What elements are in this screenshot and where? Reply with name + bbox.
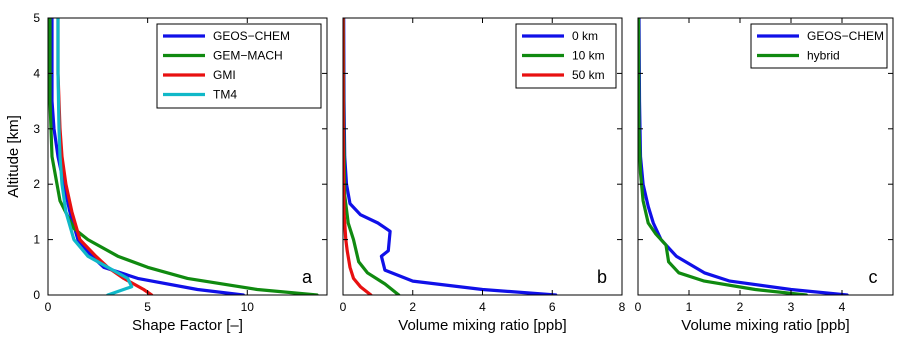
series-line (638, 18, 808, 295)
x-tick-label: 0 (635, 300, 642, 314)
x-tick-label: 0 (45, 300, 52, 314)
chart-panel-c: 0 1 2 3 4 Volume mixing ratio [ppb] c GEOS−CHEM… (635, 17, 894, 334)
x-tick-label: 4 (839, 300, 846, 314)
chart-panel-b: 0 2 4 6 8 Volume mixing ratio [ppb] b 0 km 10 km… (340, 17, 626, 334)
chart-panel-a: 0 5 10 0 1 2 3 4 5 Shape Factor [–] Altitude [km] a… (5, 11, 328, 334)
legend-label: TM4 (213, 88, 237, 102)
panel-letter: a (302, 267, 313, 287)
x-tick-label: 5 (144, 300, 151, 314)
x-tick-label: 2 (409, 300, 416, 314)
x-tick-label: 1 (686, 300, 693, 314)
legend-label: GEOS−CHEM (807, 29, 884, 43)
legend-box (750, 23, 888, 69)
legend: GEOS−CHEM GEM−MACH GMI TM4 (156, 23, 322, 109)
x-tick-label: 10 (241, 300, 255, 314)
legend-label: 0 km (572, 29, 598, 43)
legend-label: 50 km (572, 68, 605, 82)
y-tick-label: 5 (33, 11, 40, 25)
axes-box (47, 17, 328, 296)
y-tick-label: 3 (33, 122, 40, 136)
series-line (56, 18, 154, 295)
x-axis-label: Shape Factor [–] (132, 317, 243, 334)
legend-label: GEM−MACH (213, 49, 283, 63)
y-axis-label: Altitude [km] (5, 115, 22, 198)
y-tick-label: 0 (33, 288, 40, 302)
y-tick-label: 4 (33, 66, 40, 80)
y-tick-label: 2 (33, 177, 40, 191)
legend-label: hybrid (807, 49, 840, 63)
axes-box (637, 17, 894, 296)
series-line (343, 18, 373, 295)
legend-label: GEOS−CHEM (213, 29, 290, 43)
series-line (50, 18, 245, 295)
x-tick-label: 2 (737, 300, 744, 314)
series-line (48, 18, 319, 295)
x-tick-label: 6 (549, 300, 556, 314)
panel-letter: b (597, 267, 607, 287)
legend: 0 km 10 km 50 km (515, 23, 617, 89)
x-axis-label: Volume mixing ratio [ppb] (681, 317, 849, 334)
x-tick-label: 8 (619, 300, 626, 314)
x-tick-label: 0 (340, 300, 347, 314)
legend: GEOS−CHEM hybrid (750, 23, 888, 69)
series-line (343, 18, 401, 295)
series-line (56, 18, 134, 295)
legend-label: 10 km (572, 49, 605, 63)
x-tick-label: 4 (479, 300, 486, 314)
y-tick-label: 1 (33, 233, 40, 247)
panel-letter: c (869, 267, 878, 287)
legend-label: GMI (213, 68, 236, 82)
x-tick-label: 3 (788, 300, 795, 314)
x-axis-label: Volume mixing ratio [ppb] (398, 317, 566, 334)
